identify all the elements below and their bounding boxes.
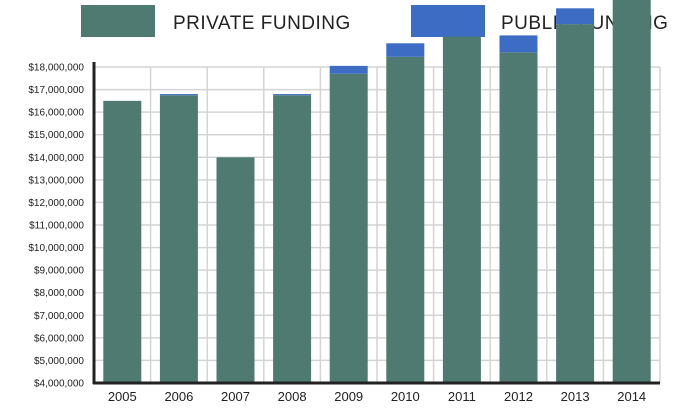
legend-label-private: PRIVATE FUNDING: [173, 13, 351, 34]
x-tick-label: 2009: [334, 389, 363, 404]
bar-private-2005: [103, 100, 142, 383]
bar-public-2013: [556, 8, 595, 25]
legend-swatch-private: [81, 5, 155, 37]
y-tick-label: $17,000,000: [28, 85, 84, 96]
x-axis-tick-labels: 2005 2006 2007 2008 2009 2010 2011 2012 2013 2014: [108, 389, 646, 404]
bar-private-2008: [273, 95, 312, 383]
y-tick-label: $9,000,000: [34, 266, 84, 277]
y-tick-label: $15,000,000: [28, 130, 84, 141]
y-tick-label: $14,000,000: [28, 153, 84, 164]
y-tick-label: $10,000,000: [28, 243, 84, 254]
y-tick-label: $12,000,000: [28, 198, 84, 209]
bar-private-2013: [556, 24, 595, 383]
bar-private-2006: [159, 95, 198, 383]
y-tick-label: $8,000,000: [34, 288, 84, 299]
x-tick-label: 2005: [108, 389, 137, 404]
bars: [103, 0, 651, 384]
x-tick-label: 2010: [391, 389, 420, 404]
y-tick-label: $4,000,000: [34, 379, 84, 390]
bar-public-2011: [442, 27, 481, 37]
bar-public-2010: [386, 43, 425, 57]
bar-public-2008: [273, 94, 312, 96]
bar-private-2010: [386, 56, 425, 383]
x-tick-label: 2008: [278, 389, 307, 404]
y-axis-tick-labels: $4,000,000 $5,000,000 $6,000,000 $7,000,000…: [28, 63, 84, 390]
bar-private-2011: [442, 36, 481, 384]
bar-private-2012: [499, 52, 538, 383]
x-tick-label: 2011: [448, 389, 476, 404]
bar-public-2006: [159, 94, 198, 96]
y-tick-label: $6,000,000: [34, 333, 84, 344]
bar-private-2014: [612, 0, 651, 384]
bar-private-2007: [216, 157, 255, 383]
x-tick-label: 2007: [221, 389, 250, 404]
bar-public-2012: [499, 35, 538, 53]
y-tick-label: $5,000,000: [34, 356, 84, 367]
x-tick-label: 2012: [504, 389, 533, 404]
y-tick-label: $16,000,000: [28, 108, 84, 119]
y-tick-label: $13,000,000: [28, 175, 84, 186]
y-tick-label: $18,000,000: [28, 63, 84, 74]
x-tick-label: 2006: [164, 389, 193, 404]
x-tick-label: 2014: [617, 389, 646, 404]
y-tick-label: $7,000,000: [34, 311, 84, 322]
x-tick-label: 2013: [561, 389, 590, 404]
bar-public-2009: [329, 65, 368, 74]
bar-private-2009: [329, 73, 368, 384]
y-tick-label: $11,000,000: [29, 221, 84, 232]
